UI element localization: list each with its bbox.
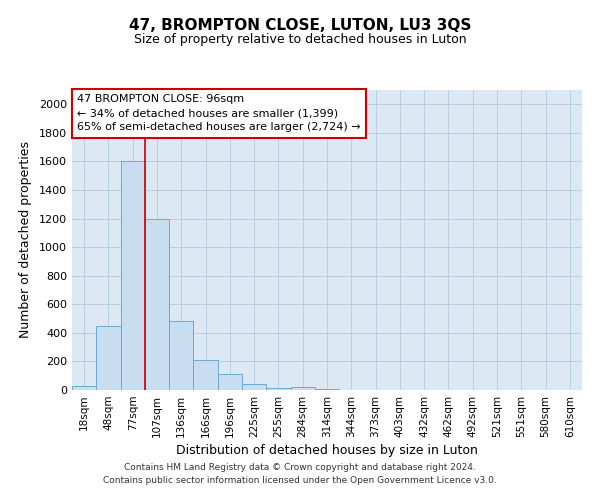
Bar	[266, 388, 290, 390]
Text: 47, BROMPTON CLOSE, LUTON, LU3 3QS: 47, BROMPTON CLOSE, LUTON, LU3 3QS	[129, 18, 471, 32]
Bar	[218, 374, 242, 390]
Text: Size of property relative to detached houses in Luton: Size of property relative to detached ho…	[134, 32, 466, 46]
Bar	[72, 386, 96, 390]
Bar	[315, 388, 339, 390]
Bar	[242, 384, 266, 390]
Bar	[96, 326, 121, 390]
Text: Contains public sector information licensed under the Open Government Licence v3: Contains public sector information licen…	[103, 476, 497, 485]
Bar	[121, 162, 145, 390]
Bar	[193, 360, 218, 390]
Bar	[290, 387, 315, 390]
Text: Contains HM Land Registry data © Crown copyright and database right 2024.: Contains HM Land Registry data © Crown c…	[124, 464, 476, 472]
Text: 47 BROMPTON CLOSE: 96sqm
← 34% of detached houses are smaller (1,399)
65% of sem: 47 BROMPTON CLOSE: 96sqm ← 34% of detach…	[77, 94, 361, 132]
X-axis label: Distribution of detached houses by size in Luton: Distribution of detached houses by size …	[176, 444, 478, 457]
Bar	[169, 320, 193, 390]
Bar	[145, 220, 169, 390]
Y-axis label: Number of detached properties: Number of detached properties	[19, 142, 32, 338]
